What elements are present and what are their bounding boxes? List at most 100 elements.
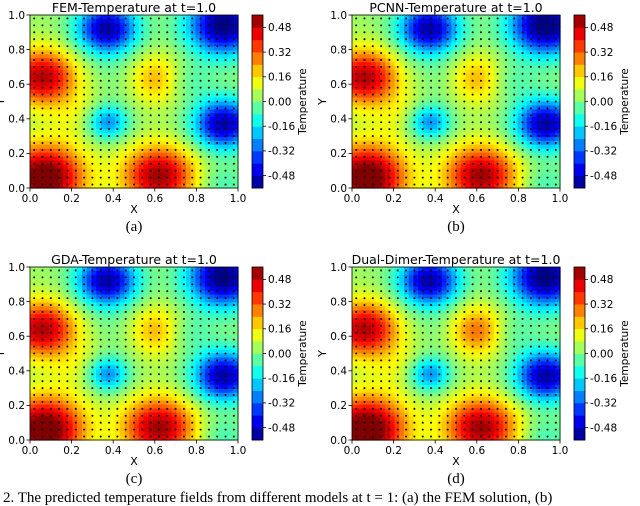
heatmap-cell [489, 164, 495, 169]
heatmap-cell [209, 113, 215, 118]
collocation-point [66, 121, 69, 124]
heatmap-cell [418, 15, 424, 20]
collocation-point [107, 162, 111, 165]
heatmap-cell [233, 152, 239, 158]
heatmap-cell [470, 160, 476, 166]
heatmap-cell [498, 109, 504, 114]
heatmap-cell [366, 132, 372, 138]
heatmap-cell [138, 144, 145, 150]
heatmap-cell [352, 38, 358, 44]
heatmap-cell [493, 38, 500, 44]
heatmap-cell [517, 113, 523, 118]
heatmap-cell [541, 140, 547, 146]
heatmap-cell [498, 164, 504, 169]
heatmap-cell [432, 105, 438, 110]
heatmap-cell [233, 50, 239, 55]
heatmap-cell [72, 42, 78, 48]
heatmap-cell [432, 121, 438, 126]
heatmap-cell [418, 180, 424, 185]
heatmap-cell [389, 140, 396, 146]
heatmap-cell [422, 93, 429, 99]
heatmap-cell [366, 93, 372, 99]
heatmap-cell [223, 180, 230, 185]
heatmap-cell [214, 101, 220, 107]
heatmap-cell [441, 136, 448, 142]
heatmap-cell [124, 144, 130, 150]
collocation-point [405, 65, 408, 68]
collocation-point [149, 17, 152, 20]
heatmap-cell [176, 132, 182, 138]
heatmap-cell [422, 77, 429, 83]
collocation-point [116, 128, 119, 131]
heatmap-cell [152, 38, 159, 44]
heatmap-cell [195, 50, 201, 55]
heatmap-cell [200, 97, 206, 103]
heatmap-cell [352, 132, 358, 138]
heatmap-cell [484, 38, 490, 44]
collocation-point [413, 155, 416, 158]
heatmap-cell [171, 140, 178, 146]
heatmap-cell [53, 180, 59, 185]
heatmap-cell [195, 85, 201, 91]
collocation-point [49, 176, 52, 179]
heatmap-cell [399, 54, 405, 59]
heatmap-cell [53, 152, 59, 158]
heatmap-cell [171, 180, 178, 185]
heatmap-cell [134, 34, 140, 40]
collocation-point [463, 24, 466, 27]
heatmap-cell [77, 30, 83, 36]
collocation-point [371, 38, 374, 41]
heatmap-cell [209, 184, 215, 189]
heatmap-cell [385, 93, 391, 99]
heatmap-cell [138, 156, 145, 162]
heatmap-cell [77, 168, 83, 173]
collocation-point [66, 52, 69, 55]
collocation-point [471, 38, 474, 41]
heatmap-cell [385, 42, 391, 48]
heatmap-cell [465, 85, 471, 91]
colorbar-band [252, 175, 263, 189]
heatmap-cell [385, 140, 391, 146]
collocation-point [83, 93, 86, 96]
collocation-point [74, 121, 77, 124]
heatmap-cell [361, 93, 367, 99]
heatmap-cell [67, 121, 74, 126]
heatmap-cell [361, 101, 367, 107]
heatmap-cell [550, 42, 556, 48]
collocation-point [166, 100, 169, 103]
heatmap-cell [176, 30, 182, 36]
heatmap-cell [427, 156, 433, 162]
heatmap-cell [204, 62, 211, 67]
heatmap-cell [474, 15, 481, 20]
heatmap-cell [356, 38, 363, 44]
collocation-point [363, 162, 366, 165]
heatmap-cell [58, 125, 64, 130]
collocation-point [471, 65, 474, 68]
heatmap-cell [555, 66, 561, 71]
heatmap-cell [138, 73, 145, 79]
heatmap-cell [394, 121, 400, 126]
heatmap-cell [129, 46, 135, 51]
heatmap-cell [176, 81, 182, 87]
collocation-point [454, 65, 458, 68]
heatmap-cell [366, 66, 372, 71]
heatmap-cell [138, 97, 145, 103]
heatmap-cell [489, 176, 495, 181]
heatmap-cell [474, 121, 481, 126]
heatmap-cell [105, 81, 111, 87]
collocation-point [388, 148, 391, 151]
x-tick-label: 0.0 [22, 193, 39, 205]
heatmap-cell [361, 97, 367, 103]
heatmap-cell [34, 101, 41, 107]
collocation-point [363, 93, 366, 96]
heatmap-cell [432, 172, 438, 177]
collocation-point [124, 65, 127, 68]
heatmap-cell [96, 50, 102, 55]
heatmap-cell [134, 58, 140, 63]
heatmap-cell [385, 15, 391, 20]
heatmap-cell [512, 180, 519, 185]
heatmap-cell [536, 93, 542, 99]
heatmap-cell [474, 184, 481, 189]
heatmap-cell [129, 101, 135, 107]
heatmap-cell [380, 172, 386, 177]
